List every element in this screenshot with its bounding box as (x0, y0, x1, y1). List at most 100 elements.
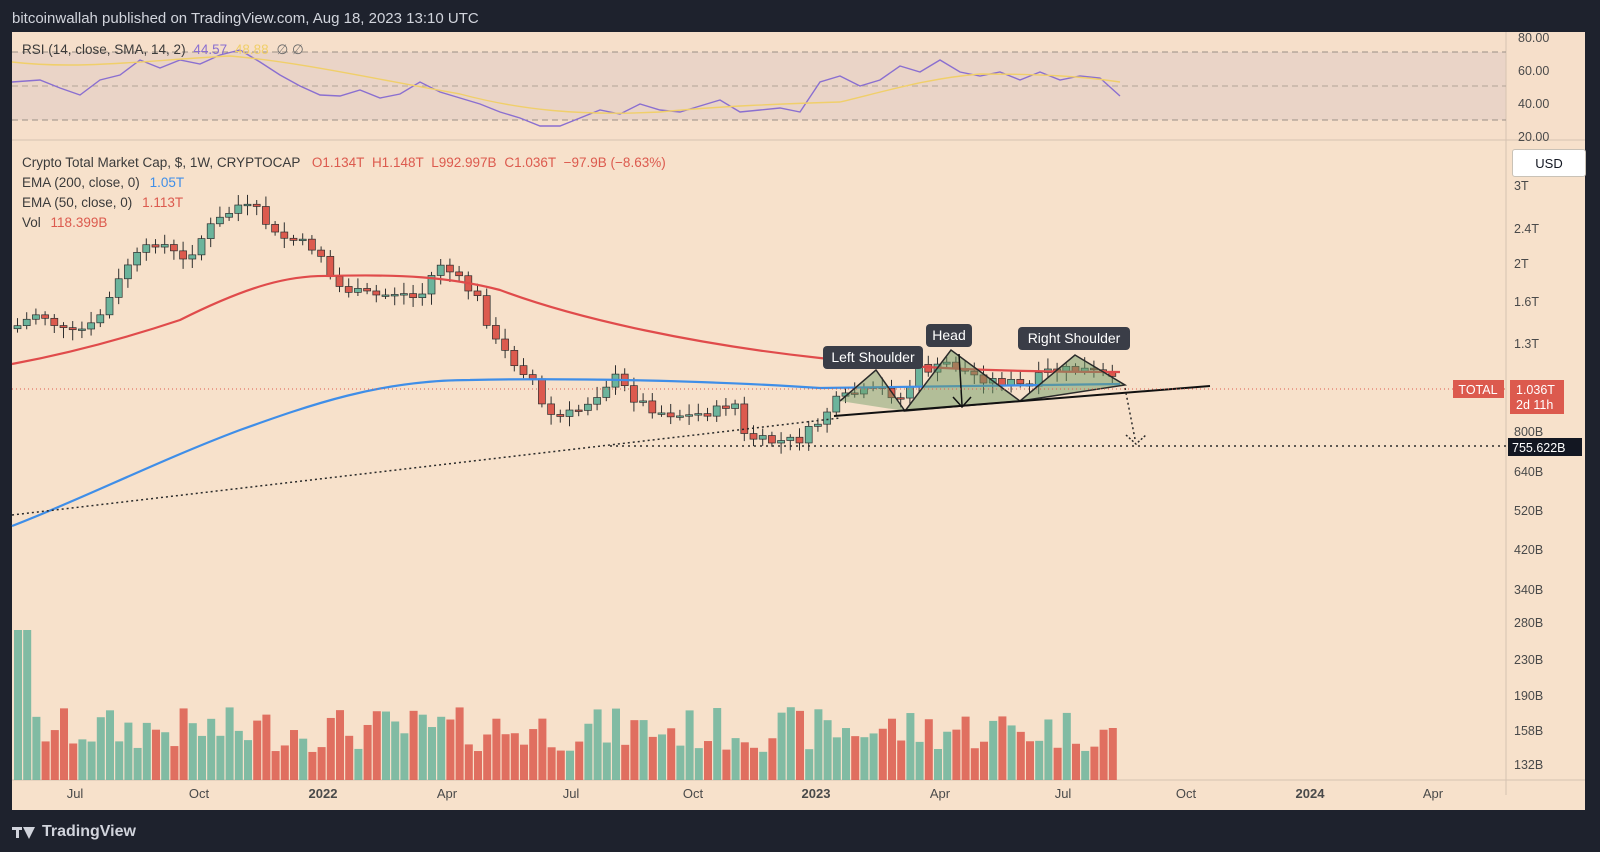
volume-bar (372, 711, 381, 780)
ohlc-close: C1.036T (504, 155, 556, 170)
volume-bar (750, 747, 758, 780)
volume-bar (455, 707, 464, 780)
candle-body (648, 400, 657, 414)
volume-bar (225, 707, 234, 780)
candle-body (335, 276, 344, 287)
volume-legend: Vol 118.399B (22, 215, 107, 230)
candle-body (482, 295, 491, 326)
volume-bar (538, 718, 547, 780)
candle-body (124, 264, 132, 280)
right-shoulder-triangle (1017, 354, 1128, 403)
price-tick-label: 1.6T (1514, 295, 1539, 309)
candle-body (786, 436, 795, 441)
volume-bar (1099, 729, 1108, 780)
candle-body (280, 231, 289, 239)
volume-bar (639, 720, 648, 780)
candle-body (823, 411, 831, 425)
candle-body (326, 256, 335, 277)
candle-body (565, 409, 574, 417)
ema50-label: EMA (50, close, 0) (22, 195, 133, 210)
volume-bar (179, 708, 188, 780)
volume-bar (796, 710, 804, 780)
ema200-legend: EMA (200, close, 0) 1.05T (22, 175, 184, 190)
volume-bar (1081, 750, 1090, 780)
rsi-tick-label: 40.00 (1518, 97, 1549, 111)
candle-body (142, 244, 151, 253)
volume-bar (253, 720, 262, 780)
volume-bar (768, 738, 777, 780)
rsi-legend-sma-value: 48.88 (234, 42, 269, 57)
left-shoulder-text: Left Shoulder (831, 349, 915, 365)
ohlc-high: H1.148T (371, 155, 424, 170)
time-tick-label: Jul (67, 786, 84, 801)
currency-button[interactable]: USD (1512, 149, 1586, 177)
volume-bar (188, 723, 197, 780)
volume-bar (244, 740, 252, 780)
rsi-tick-label: 60.00 (1518, 64, 1549, 78)
candle-body (289, 237, 298, 241)
candle-body (170, 244, 178, 252)
candle-body (179, 250, 187, 260)
price-axis: 3T 2.4T 2T 1.6T 1.3T 800B 640B 520B 420B 340B (1514, 179, 1543, 597)
volume-bar (216, 735, 225, 780)
left-shoulder-label: Left Shoulder (823, 346, 923, 369)
volume-bar (851, 736, 860, 780)
volume-bar (694, 748, 703, 780)
time-tick-label: Oct (189, 786, 210, 801)
tradingview-logo[interactable]: TradingView (12, 823, 136, 841)
candle-body (896, 397, 905, 400)
time-tick-label: Apr (930, 786, 951, 801)
volume-bar (124, 722, 133, 780)
candle-body (758, 435, 767, 440)
price-tick-label: 340B (1514, 583, 1543, 597)
time-tick-label: Oct (683, 786, 704, 801)
volume-bar (23, 630, 32, 780)
volume-bar (713, 708, 722, 780)
candle-body (13, 325, 22, 330)
price-tick-label: 3T (1514, 179, 1529, 193)
candle-body (78, 328, 86, 331)
volume-bar (786, 707, 795, 780)
candle-body (556, 414, 565, 417)
neckline (833, 385, 1211, 417)
candle-body (630, 385, 638, 403)
volume-bar (446, 719, 455, 780)
volume-bar (78, 739, 87, 780)
volume-bar (915, 741, 924, 780)
candle-body (639, 400, 647, 403)
candle-body (381, 294, 390, 297)
volume-tick-label: 158B (1514, 724, 1543, 738)
candle-body (234, 204, 243, 214)
volume-bar (529, 729, 538, 780)
candle-body (41, 314, 49, 319)
volume-bar (510, 733, 519, 780)
candle-body (271, 223, 279, 233)
volume-bar (924, 719, 933, 780)
volume-bar (234, 730, 243, 780)
candle-body (832, 395, 841, 413)
price-tick-label: 1.3T (1514, 337, 1539, 351)
candle-body (188, 254, 197, 260)
volume-bar (1062, 712, 1071, 780)
dotted-trendline (11, 417, 841, 516)
volume-bar (989, 720, 998, 780)
candle-body (814, 423, 822, 427)
candle-body (722, 405, 730, 409)
rsi-legend-extra: ∅ ∅ (276, 42, 304, 57)
price-tick-label: 2T (1514, 257, 1529, 271)
price-tick-label: 520B (1514, 504, 1543, 518)
candle-body (768, 435, 776, 444)
candle-body (804, 426, 813, 444)
volume-bar (547, 747, 556, 780)
ohlc-change: −97.9B (−8.63%) (563, 155, 666, 170)
volume-bar (731, 738, 740, 780)
candle-body (510, 350, 519, 367)
volume-bar (96, 717, 105, 780)
candle-body (703, 413, 712, 417)
volume-bar (326, 717, 335, 780)
volume-bar (556, 750, 565, 780)
rsi-tick-label: 20.00 (1518, 130, 1549, 144)
volume-bar (998, 716, 1007, 780)
candle-body (584, 403, 592, 411)
